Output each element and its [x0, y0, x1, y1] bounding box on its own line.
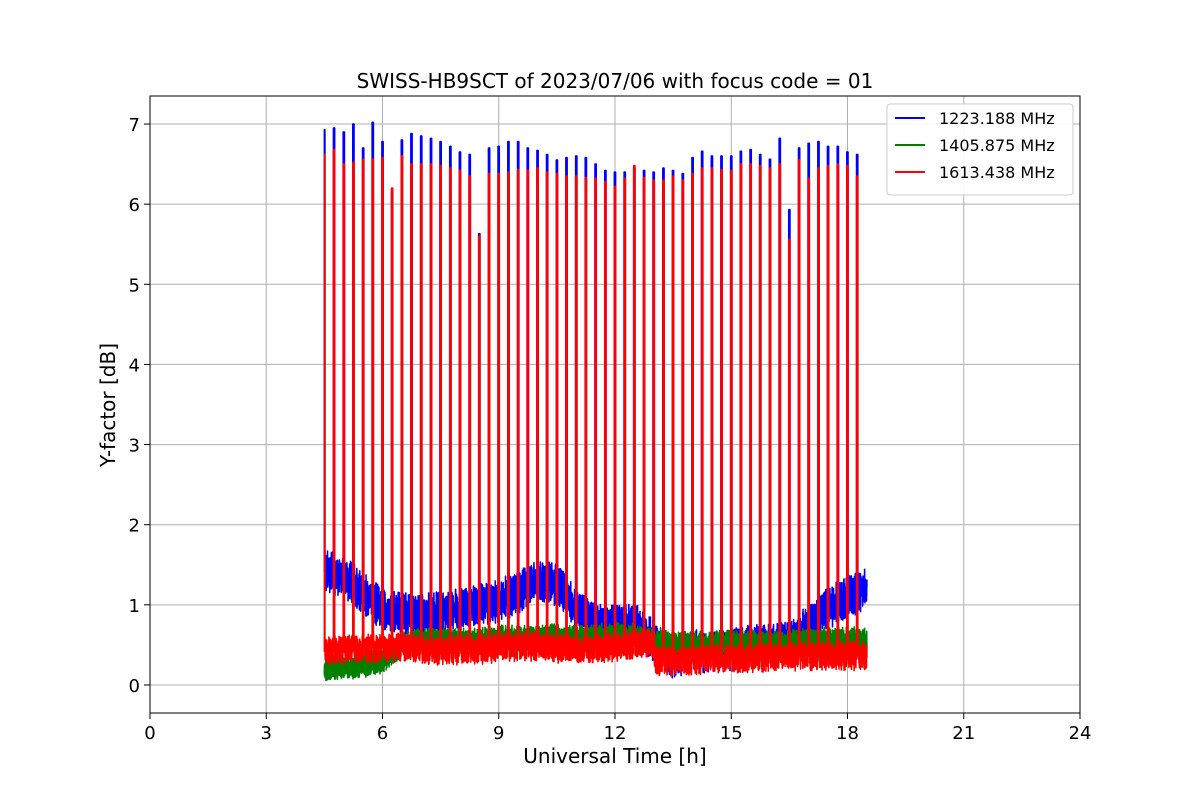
x-tick-label: 3 [261, 723, 272, 744]
series-line [323, 148, 868, 677]
x-tick-label: 18 [836, 723, 859, 744]
x-tick-label: 6 [377, 723, 388, 744]
legend-box [886, 103, 1074, 196]
legend-label: 1405.875 MHz [939, 136, 1055, 155]
x-tick-label: 24 [1069, 723, 1092, 744]
y-tick-label: 5 [129, 275, 140, 296]
legend-label: 1223.188 MHz [939, 109, 1055, 128]
legend: 1223.188 MHz 1405.875 MHz 1613.438 MHz [886, 103, 1074, 196]
legend-label: 1613.438 MHz [939, 163, 1055, 182]
y-tick-label: 2 [129, 516, 140, 537]
x-tick-label: 15 [720, 723, 743, 744]
y-tick-label: 0 [129, 676, 140, 697]
y-tick-label: 1 [129, 596, 140, 617]
plot-series [323, 121, 868, 682]
x-tick-label: 0 [144, 723, 155, 744]
x-tick-label: 21 [952, 723, 975, 744]
x-axis-label: Universal Time [h] [523, 744, 706, 768]
x-tick-label: 12 [604, 723, 627, 744]
y-tick-label: 4 [129, 355, 140, 376]
series-2 [323, 148, 868, 677]
y-axis-label: Y-factor [dB] [96, 343, 120, 468]
y-tick-label: 6 [129, 195, 140, 216]
y-tick-label: 3 [129, 436, 140, 457]
y-tick-label: 7 [129, 115, 140, 136]
chart-title: SWISS-HB9SCT of 2023/07/06 with focus co… [357, 69, 874, 93]
x-tick-label: 9 [493, 723, 504, 744]
